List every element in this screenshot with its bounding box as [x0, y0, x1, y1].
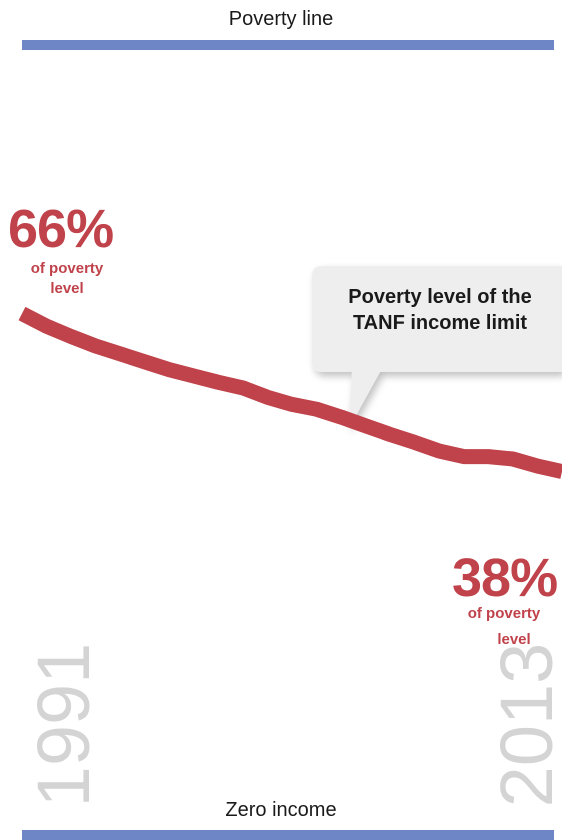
- callout-line-1: Poverty level of the: [314, 284, 562, 310]
- start-note-line-1: of poverty: [14, 259, 120, 279]
- poverty-line-reference: [22, 40, 554, 50]
- poverty-line-label: Poverty line: [0, 8, 562, 31]
- zero-income-reference: [22, 830, 554, 840]
- start-value-label: 66%: [8, 202, 113, 256]
- end-note-line-1: of poverty: [446, 601, 562, 627]
- start-year-label: 1991: [27, 635, 101, 815]
- end-value-label: 38%: [452, 551, 557, 605]
- start-note-line-2: level: [14, 279, 120, 299]
- start-note-label: of poverty level: [14, 259, 120, 299]
- callout-line-2: TANF income limit: [314, 310, 562, 336]
- end-year-label: 2013: [490, 635, 562, 815]
- callout-text: Poverty level of the TANF income limit: [314, 284, 562, 336]
